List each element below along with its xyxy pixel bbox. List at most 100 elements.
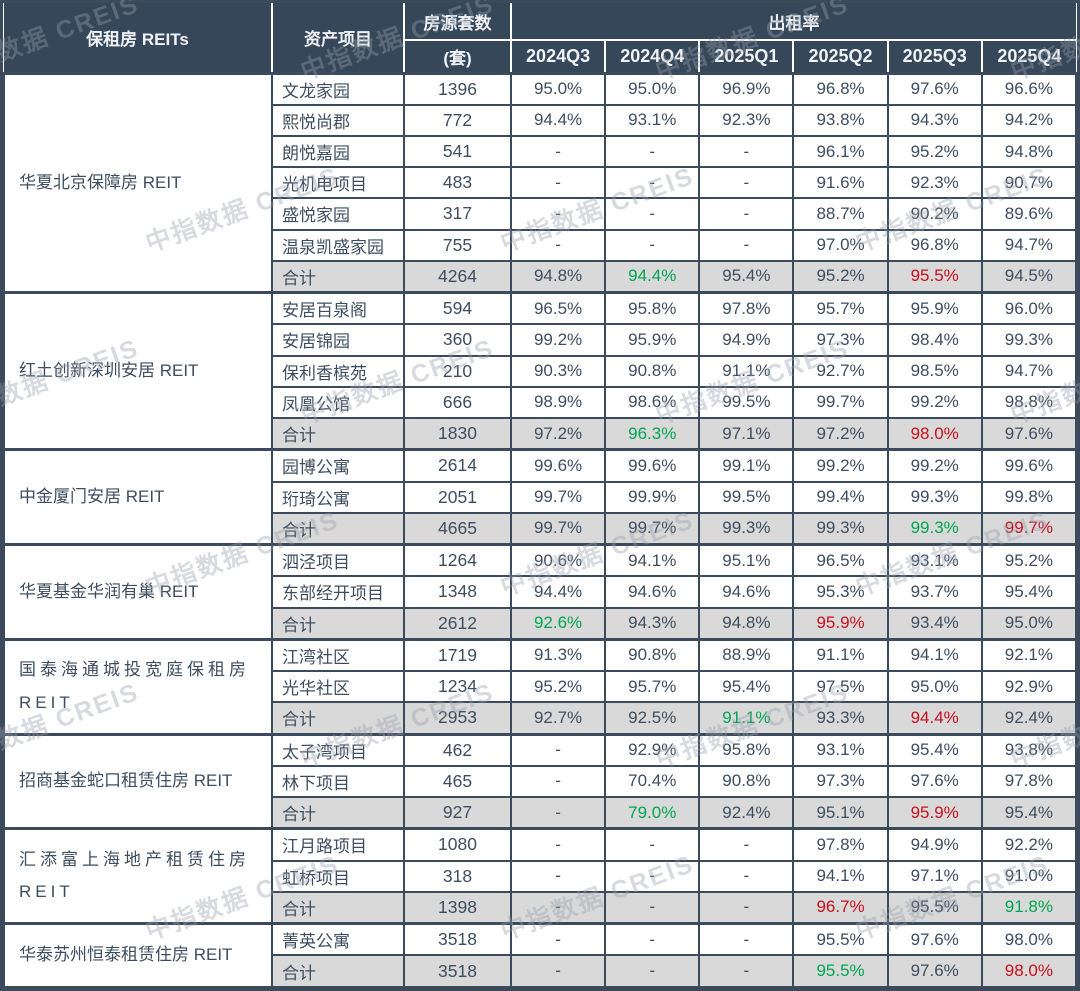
rate-cell: 94.1%	[886, 637, 983, 673]
project-cell: 保利香槟苑	[271, 354, 405, 388]
rate-cell: 95.5%	[792, 954, 889, 988]
project-row: 红土创新深圳安居 REIT 安居百泉阁 594 96.5% 95.8% 97.8% 95.7…	[3, 291, 1078, 451]
units-cell: 4264	[403, 259, 512, 294]
rate-cell: 92.4%	[698, 796, 795, 830]
rate-cell: 95.4%	[980, 796, 1078, 830]
units-cell: 1398	[403, 890, 512, 925]
rate-cell: -	[604, 134, 701, 169]
rate-cell: 98.9%	[509, 385, 607, 419]
rate-cell: 95.9%	[792, 606, 889, 641]
rate-cell: -	[509, 954, 607, 988]
rate-cell: -	[509, 922, 607, 957]
total-row: 合计 1398- - -96.7% 95.5% 91.8%	[4, 890, 1078, 925]
rate-cell: 70.4%	[604, 764, 701, 799]
rate-cell: 99.7%	[792, 385, 889, 419]
rate-cell: 99.5%	[698, 385, 795, 419]
rate-cell: 95.0%	[604, 71, 701, 106]
units-cell: 594	[403, 291, 512, 326]
project-cell: 太子湾项目	[271, 732, 405, 767]
project-row: 凤凰公馆 666 98.9% 98.6% 99.5% 99.7% 99.2% 98.8%	[4, 385, 1078, 419]
total-row: 合计 3518- - -95.5% 97.6% 98.0%	[4, 954, 1078, 988]
rate-cell: 99.7%	[980, 511, 1078, 546]
reit-name-cell: 华夏基金华润有巢 REIT	[3, 543, 273, 641]
project-cell: 菁英公寓	[271, 922, 405, 957]
rate-cell: 93.8%	[792, 103, 889, 137]
rate-cell: 92.4%	[980, 701, 1078, 736]
rate-cell: -	[604, 890, 701, 925]
rate-cell: -	[698, 166, 795, 200]
units-cell: 317	[403, 197, 512, 231]
project-row: 华夏基金华润有巢 REIT 泗泾项目 1264 90.6% 94.1% 95.1% 96.5…	[3, 543, 1078, 641]
rate-cell: 93.8%	[980, 732, 1078, 767]
rate-cell: 94.4%	[509, 103, 607, 137]
project-row: 华泰苏州恒泰租赁住房 REIT 菁英公寓 3518- - -95.5% 97.6% 98.0…	[3, 922, 1078, 989]
rate-cell: -	[604, 859, 701, 893]
rate-cell: 95.5%	[886, 890, 983, 925]
rate-cell: 95.3%	[792, 575, 889, 609]
project-cell: 温泉凯盛家园	[271, 228, 405, 262]
rate-cell: 98.0%	[886, 416, 983, 451]
rate-cell: 99.3%	[886, 480, 983, 514]
project-row: 温泉凯盛家园 755- - -97.0% 96.8% 94.7%	[4, 228, 1078, 262]
rate-cell: -	[604, 922, 701, 957]
rate-cell: 96.3%	[604, 416, 701, 451]
rate-cell: 95.1%	[792, 796, 889, 830]
project-cell: 凤凰公馆	[271, 385, 405, 419]
rate-cell: 97.5%	[792, 670, 889, 704]
total-label-cell: 合计	[271, 259, 405, 294]
rate-cell: 99.6%	[509, 448, 607, 483]
rate-cell: 95.9%	[886, 796, 983, 830]
rate-cell: 96.9%	[698, 71, 795, 106]
col-header-units-line2: (套)	[403, 39, 512, 74]
rate-cell: 97.1%	[886, 859, 983, 893]
project-cell: 江月路项目	[271, 827, 405, 862]
rate-cell: 91.8%	[980, 890, 1078, 925]
rate-cell: 91.6%	[792, 166, 889, 200]
rate-cell: 97.8%	[792, 827, 889, 862]
rate-cell: 90.7%	[980, 166, 1078, 200]
project-cell: 安居锦园	[271, 323, 405, 357]
rate-cell: 95.4%	[698, 259, 795, 294]
rate-cell: -	[509, 166, 607, 200]
rate-cell: 99.1%	[698, 448, 795, 483]
reit-name-cell: 中金厦门安居 REIT	[3, 448, 273, 546]
project-cell: 珩琦公寓	[271, 480, 405, 514]
rate-cell: 94.7%	[980, 228, 1078, 262]
rate-cell: 95.7%	[604, 670, 701, 704]
rate-cell: 95.0%	[509, 71, 607, 106]
project-row: 朗悦嘉园 541- - -96.1% 95.2% 94.8%	[4, 134, 1078, 169]
rate-cell: -	[698, 827, 795, 862]
rate-cell: 94.8%	[980, 134, 1078, 169]
col-header-reits: 保租房 REITs	[4, 3, 273, 74]
units-cell: 483	[403, 166, 512, 200]
rate-cell: 90.6%	[509, 543, 607, 578]
project-row: 汇添富上海地产租赁住房 REIT 江月路项目 1080- - -97.8% 94.9% 92…	[3, 827, 1078, 925]
rate-cell: -	[698, 134, 795, 169]
rate-cell: 97.3%	[792, 323, 889, 357]
units-cell: 1348	[403, 575, 512, 609]
rate-cell: -	[698, 954, 795, 988]
units-cell: 3518	[403, 954, 512, 988]
rate-cell: 90.3%	[509, 354, 607, 388]
rate-cell: 97.6%	[886, 71, 983, 106]
rate-cell: 94.7%	[980, 354, 1078, 388]
rate-cell: 94.1%	[792, 859, 889, 893]
project-row: 华夏北京保障房 REIT 文龙家园 1396 95.0% 95.0% 96.9% 96.8%…	[3, 71, 1078, 294]
rate-cell: 94.4%	[886, 701, 983, 736]
rate-cell: 94.5%	[980, 259, 1078, 294]
rate-cell: 96.1%	[792, 134, 889, 169]
project-row: 国泰海通城投宽庭保租房 REIT 江湾社区 1719 91.3% 90.8% 88.9% 9…	[3, 637, 1078, 736]
col-header-units-line1: 房源套数	[403, 3, 512, 41]
project-cell: 盛悦家园	[271, 197, 405, 231]
project-cell: 光华社区	[271, 670, 405, 704]
table-body: 华夏北京保障房 REIT 文龙家园 1396 95.0% 95.0% 96.9% 96.8%…	[3, 71, 1078, 989]
project-cell: 文龙家园	[271, 71, 405, 106]
rate-cell: -	[509, 134, 607, 169]
rate-cell: -	[698, 197, 795, 231]
reit-name-cell: 华夏北京保障房 REIT	[3, 71, 273, 294]
units-cell: 1830	[403, 416, 512, 451]
total-row: 合计 4264 94.8% 94.4% 95.4% 95.2% 95.5% 94.5%	[4, 259, 1078, 294]
rate-cell: 96.7%	[792, 890, 889, 925]
total-row: 合计 1830 97.2% 96.3% 97.1% 97.2% 98.0% 97.6%	[4, 416, 1078, 451]
